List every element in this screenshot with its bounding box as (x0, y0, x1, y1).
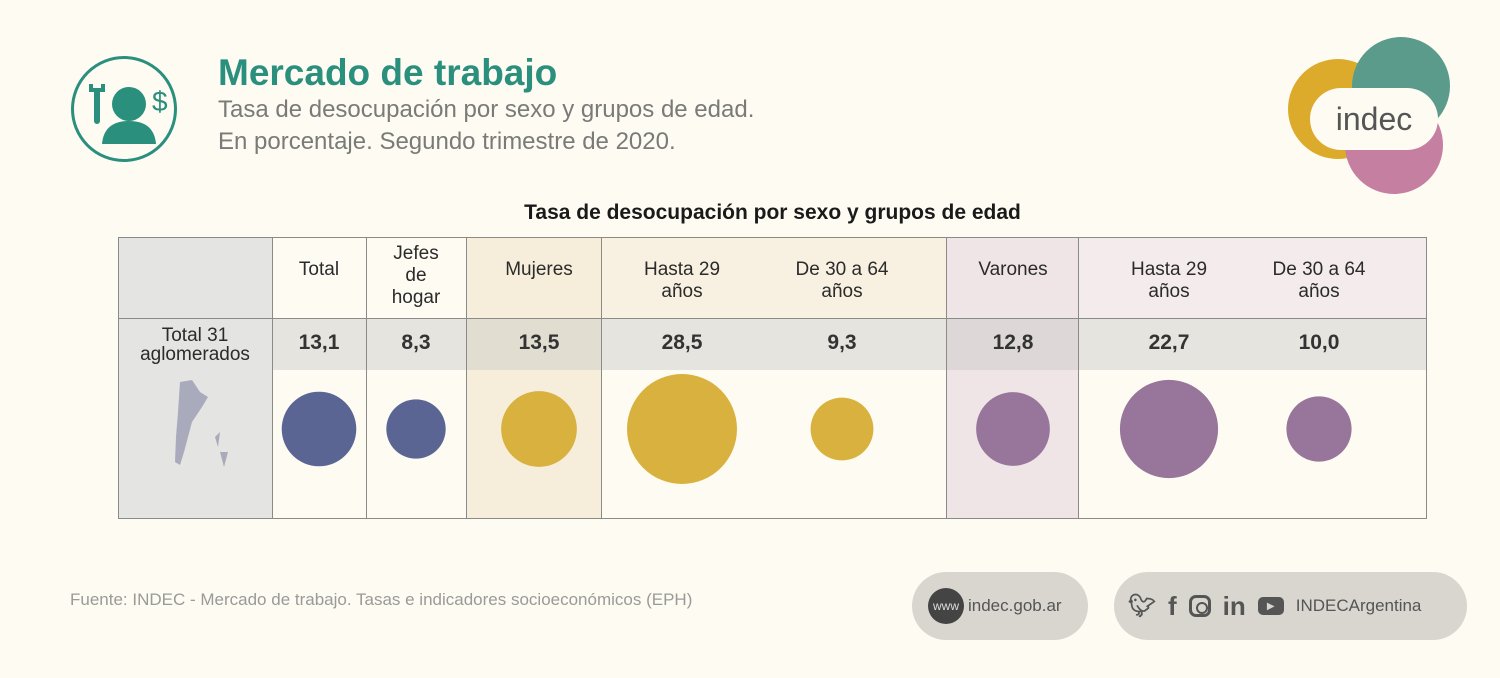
chart-title: Tasa de desocupación por sexo y grupos d… (524, 201, 1021, 224)
indec-logo: indec (1285, 36, 1455, 196)
bubble-mujeres (501, 391, 577, 467)
page-title: Mercado de trabajo (218, 52, 558, 93)
value-label: 12,8 (992, 331, 1034, 354)
website-link[interactable]: www indec.gob.ar (912, 572, 1088, 640)
value-label: 22,7 (1148, 331, 1190, 354)
column-header: De 30 a 64 años (795, 259, 889, 302)
www-icon: www (928, 588, 964, 624)
social-handle: INDECArgentina (1295, 596, 1422, 615)
instagram-icon[interactable] (1188, 595, 1211, 617)
column-header: De 30 a 64 años (1272, 259, 1366, 302)
bubbles (281, 374, 1352, 484)
column-header: Total (298, 259, 340, 280)
column-header: Varones (978, 259, 1048, 280)
argentina-map-icon (175, 380, 228, 467)
bubble-table: Total 31 aglomerados Total 13,1 Jefes de h… (118, 237, 1427, 519)
header-icon: $ (71, 56, 177, 162)
row-label: Total 31 aglomerados (140, 325, 250, 365)
value-label: 13,5 (518, 331, 560, 354)
bubble-mujeres (810, 397, 874, 461)
value-label: 28,5 (661, 331, 703, 354)
bubble-varones (976, 392, 1050, 466)
twitter-icon[interactable]: 🐦︎ (1128, 593, 1156, 618)
column-header: Mujeres (505, 259, 573, 280)
website-text: indec.gob.ar (968, 596, 1062, 615)
bubble-mujeres (627, 374, 737, 484)
subtitle-line-1: Tasa de desocupación por sexo y grupos d… (218, 96, 755, 123)
value-label: 10,0 (1298, 331, 1340, 354)
svg-text:$: $ (152, 86, 168, 117)
value-label: 13,1 (298, 331, 340, 354)
source-note: Fuente: INDEC - Mercado de trabajo. Tasa… (70, 590, 693, 609)
bubble-varones (1119, 379, 1219, 479)
social-links[interactable]: 🐦︎ f in ▶ INDECArgentina (1114, 572, 1467, 640)
bubble-total (386, 399, 446, 459)
worker-wrench-dollar-icon: $ (89, 84, 168, 144)
bubble-varones (1286, 396, 1352, 462)
facebook-icon[interactable]: f (1167, 590, 1177, 621)
column-header: Hasta 29 años (643, 259, 721, 302)
column-header: Hasta 29 años (1130, 259, 1208, 302)
subtitle-line-2: En porcentaje. Segundo trimestre de 2020… (218, 128, 676, 155)
youtube-icon[interactable]: ▶ (1257, 597, 1284, 615)
linkedin-icon[interactable]: in (1222, 590, 1246, 621)
value-label: 9,3 (827, 331, 857, 354)
bubble-total (281, 391, 357, 467)
logo-text: indec (1310, 88, 1438, 150)
value-label: 8,3 (401, 331, 431, 354)
column-header: Jefes de hogar (391, 243, 441, 308)
